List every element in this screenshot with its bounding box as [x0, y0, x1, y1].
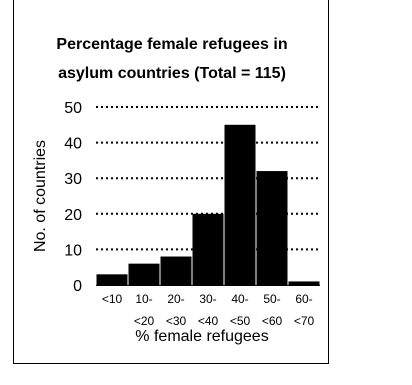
y-tick-label-10: 10 — [64, 242, 82, 259]
x-tick-labels: <10 10- <20 20- <30 30- <40 40- <50 50- <60 60- <70 — [102, 292, 315, 328]
x-tick-label-4: 40- — [231, 292, 248, 306]
bar-4 — [224, 124, 256, 285]
y-tick-label-50: 50 — [64, 100, 82, 117]
x-tick-label-2-line2: <30 — [166, 314, 187, 328]
y-tick-labels: 0 10 20 30 40 50 — [64, 100, 82, 295]
x-tick-label-5-line2: <60 — [262, 314, 283, 328]
bar-6 — [288, 281, 320, 285]
x-tick-label-1-line2: <20 — [134, 314, 155, 328]
x-tick-label-6-line2: <70 — [294, 314, 315, 328]
x-axis-label: % female refugees — [135, 328, 268, 345]
x-tick-label-3: 30- — [199, 292, 216, 306]
x-tick-label-4-line2: <50 — [230, 314, 251, 328]
x-tick-label-2: 20- — [167, 292, 184, 306]
bars — [96, 124, 320, 285]
chart-title-line1: Percentage female refugees in — [56, 36, 287, 53]
bar-1 — [128, 263, 160, 285]
bar-0 — [96, 274, 128, 285]
x-tick-label-0: <10 — [102, 292, 123, 306]
x-tick-label-3-line2: <40 — [198, 314, 219, 328]
y-tick-label-30: 30 — [64, 171, 82, 188]
y-tick-label-0: 0 — [73, 278, 82, 295]
chart-title-line2: asylum countries (Total = 115) — [58, 65, 286, 82]
bar-5 — [256, 171, 288, 285]
x-tick-label-1: 10- — [135, 292, 152, 306]
y-tick-label-20: 20 — [64, 207, 82, 224]
y-axis-label: No. of countries — [32, 140, 49, 252]
x-tick-label-6: 60- — [295, 292, 312, 306]
bar-3 — [192, 213, 224, 285]
y-tick-label-40: 40 — [64, 136, 82, 153]
bar-2 — [160, 256, 192, 285]
x-tick-label-5: 50- — [263, 292, 280, 306]
